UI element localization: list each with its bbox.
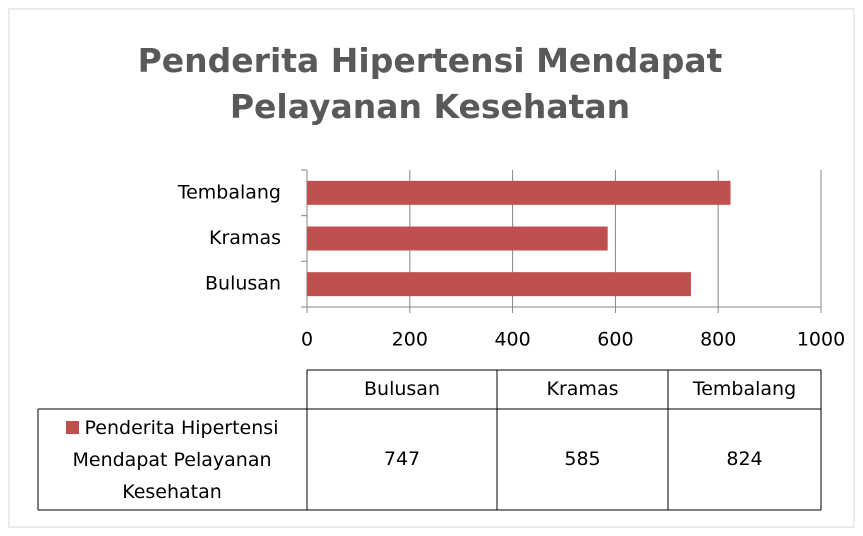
table-header: Tembalang	[692, 378, 796, 400]
table-header: Kramas	[547, 378, 619, 400]
x-tick-label: 400	[494, 329, 530, 351]
y-tick-label: Tembalang	[177, 181, 281, 203]
x-tick-label: 0	[301, 329, 313, 351]
y-tick-label: Kramas	[209, 227, 281, 249]
table-value: 747	[384, 448, 420, 470]
x-tick-label: 200	[392, 329, 428, 351]
legend-label: Penderita Hipertensi Mendapat Pelayanan …	[72, 417, 279, 503]
bar	[307, 226, 608, 251]
table-value: 824	[726, 448, 762, 470]
legend: Penderita Hipertensi Mendapat Pelayanan …	[38, 410, 306, 510]
legend-swatch	[65, 421, 79, 434]
y-tick-label: Bulusan	[205, 273, 281, 295]
bar	[307, 272, 691, 297]
table-header: Bulusan	[364, 378, 440, 400]
x-tick-label: 1000	[797, 329, 845, 351]
table-value: 585	[564, 448, 600, 470]
legend-entry: Penderita Hipertensi Mendapat Pelayanan …	[38, 412, 306, 508]
x-tick-label: 600	[597, 329, 633, 351]
chart-title: Penderita Hipertensi Mendapat Pelayanan …	[137, 41, 723, 126]
chart-frame	[8, 8, 855, 528]
bar	[307, 180, 731, 205]
x-tick-label: 800	[700, 329, 736, 351]
